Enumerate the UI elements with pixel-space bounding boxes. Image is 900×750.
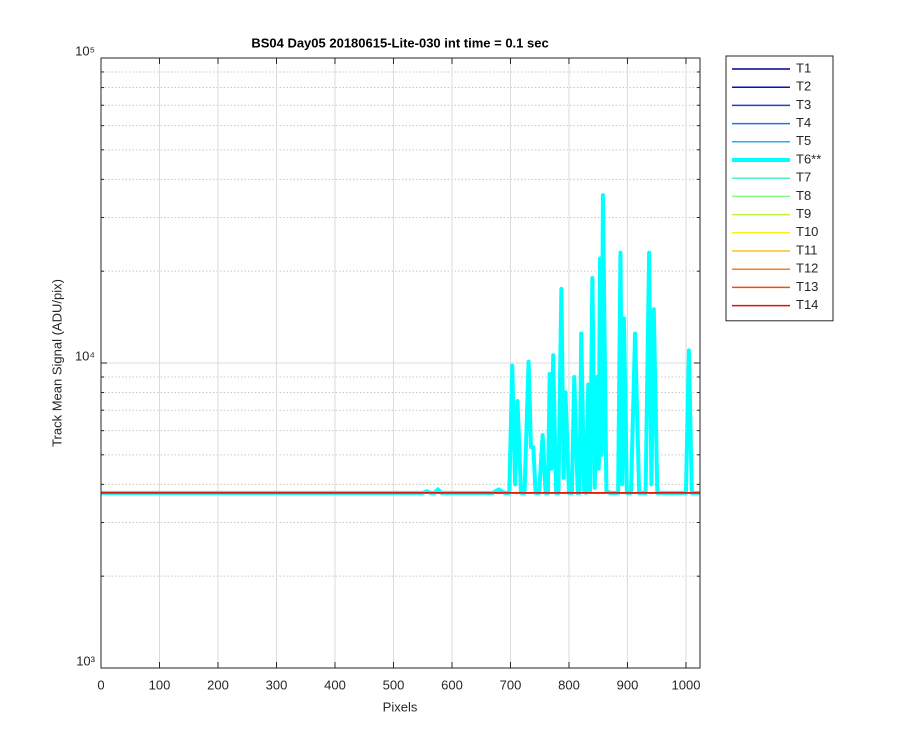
x-tick-label: 700 [500, 677, 522, 692]
legend-label: T5 [796, 133, 811, 148]
legend-box [725, 55, 834, 322]
legend-label: T11 [796, 242, 817, 257]
x-tick-label: 100 [149, 677, 171, 692]
y-axis-label: Track Mean Signal (ADU/pix) [49, 279, 64, 447]
legend-label: T8 [796, 188, 811, 203]
x-tick-label: 300 [266, 677, 288, 692]
legend-label: T2 [796, 79, 811, 94]
chart-title: BS04 Day05 20180615-Lite-030 int time = … [251, 35, 548, 50]
x-tick-label: 600 [441, 677, 463, 692]
y-tick-label: 10⁵ [75, 43, 95, 58]
x-axis-label: Pixels [383, 699, 418, 714]
x-tick-label: 1000 [672, 677, 701, 692]
legend-label: T1 [796, 60, 811, 75]
x-tick-label: 500 [383, 677, 405, 692]
legend-label: T7 [796, 170, 811, 185]
legend-label: T4 [796, 115, 811, 130]
legend-label: T6** [796, 151, 821, 166]
y-tick-label: 10³ [76, 653, 95, 668]
x-tick-label: 800 [558, 677, 580, 692]
x-tick-label: 400 [324, 677, 346, 692]
x-tick-label: 200 [207, 677, 229, 692]
legend: T1 T2 T3 T4 T5 T6** T7 T8 T9 T10 T11 T12 T13 T14 [725, 55, 834, 322]
legend-label: T3 [796, 97, 811, 112]
legend-label: T13 [796, 279, 818, 294]
x-tick-label: 900 [617, 677, 639, 692]
x-tick-label: 0 [97, 677, 104, 692]
axes-box [100, 57, 701, 669]
legend-label: T14 [796, 297, 818, 312]
legend-label: T9 [796, 206, 811, 221]
legend-label: T10 [796, 224, 818, 239]
legend-label: T12 [796, 261, 818, 276]
y-tick-label: 10⁴ [75, 348, 95, 363]
